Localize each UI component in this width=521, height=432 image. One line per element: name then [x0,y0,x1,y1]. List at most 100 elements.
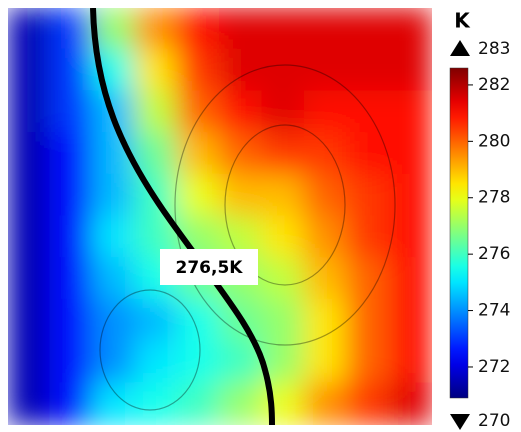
cell [346,215,391,260]
annotation-box [160,249,258,285]
cell [49,173,94,218]
cell [176,132,221,176]
cell [303,298,349,343]
cell [91,215,137,260]
cell [346,298,391,343]
cell [388,132,432,176]
cell [303,132,349,176]
cell [303,48,349,93]
cell [91,257,137,301]
cell [261,257,306,301]
cell [303,173,349,218]
min-triangle [450,414,470,430]
vortex [224,124,346,286]
cell [91,382,137,425]
field [8,8,432,425]
cell [303,340,349,385]
cell [388,215,432,260]
cell [219,173,264,218]
cell [346,340,391,385]
cell [91,340,137,385]
cell [49,90,94,135]
cell [303,8,349,51]
cell [346,173,391,218]
cell [303,215,349,260]
colorbar-title: K [454,9,471,33]
cell [388,173,432,218]
cell [49,8,94,51]
cell [261,215,306,260]
cell [49,215,94,260]
cell [346,8,391,51]
cell [134,132,179,176]
cell [176,340,221,385]
cell [261,298,306,343]
cell [134,340,179,385]
colorbar-tick-label: 274 [478,301,510,321]
cell [91,298,137,343]
cell [8,132,52,176]
cell [134,90,179,135]
cell [219,90,264,135]
colorbar [449,67,469,399]
cell [134,298,179,343]
cell [49,132,94,176]
cell [8,382,52,425]
cell [176,382,221,425]
cell [8,257,52,301]
cell [261,8,306,51]
cmax-label: 283 [478,39,510,59]
cell [219,48,264,93]
max-triangle [450,40,470,56]
cell [8,173,52,218]
cell [49,257,94,301]
cell [346,132,391,176]
cell [261,173,306,218]
cell [8,215,52,260]
cell [8,48,52,93]
cell [49,340,94,385]
cell [388,257,432,301]
cell [134,48,179,93]
cell [346,382,391,425]
cell [91,8,137,51]
cell [346,90,391,135]
cell [303,382,349,425]
cell [176,90,221,135]
colorbar-tick-label: 272 [478,357,510,377]
cell [388,90,432,135]
cell [261,90,306,135]
cell [261,48,306,93]
cell [8,8,52,51]
cell [388,48,432,93]
colorbar-tick-label: 278 [478,188,510,208]
vortex [174,64,396,346]
cell [261,132,306,176]
cell [176,48,221,93]
cell [91,173,137,218]
colorbar-tick-label: 276 [478,244,510,264]
cell [219,8,264,51]
cell [388,340,432,385]
cell [176,173,221,218]
cell [219,382,264,425]
cell [49,48,94,93]
cell [8,298,52,343]
cell [346,48,391,93]
cell [49,298,94,343]
cell [176,298,221,343]
cell [8,340,52,385]
cell [388,8,432,51]
cell [303,257,349,301]
cell [134,382,179,425]
cell [134,8,179,51]
cell [176,8,221,51]
vortex [99,289,201,411]
cell [8,90,52,135]
colorbar-tick-label: 282 [478,75,510,95]
cmin-label: 270 [478,411,510,431]
cell [49,382,94,425]
annotation: 276,5K [176,258,244,278]
cell [346,257,391,301]
